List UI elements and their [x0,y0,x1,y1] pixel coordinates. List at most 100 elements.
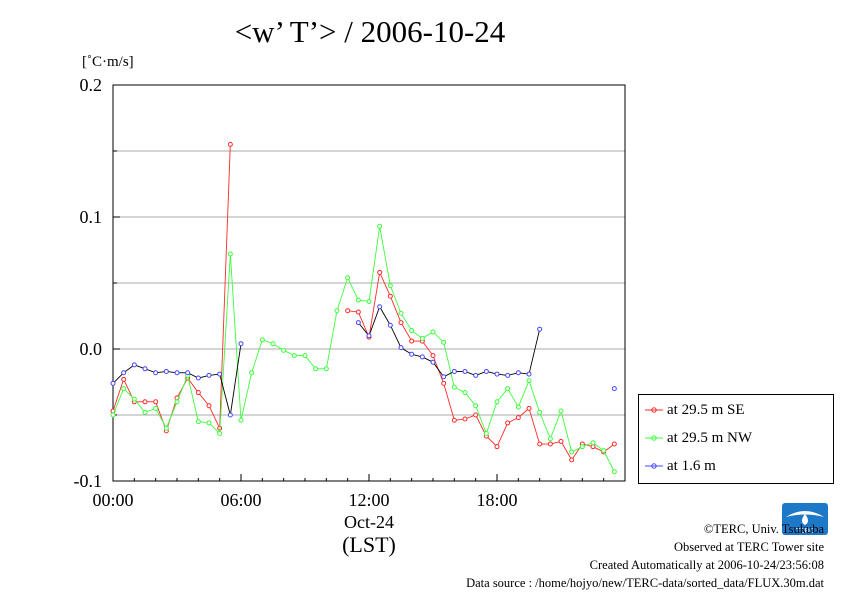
series-1 [110,223,617,475]
series-segment [517,380,530,408]
data-point [569,449,575,455]
data-point [409,351,415,357]
data-point [398,320,404,326]
data-point [409,328,415,334]
data-point [462,368,468,374]
series-segment [123,388,135,400]
series-segment [560,441,573,461]
data-point [249,370,255,376]
data-point [142,399,148,405]
series-segment [400,313,413,331]
data-point [494,399,500,405]
series-segment [379,272,391,297]
series-segment [208,422,220,434]
series-segment [368,226,381,302]
series-segment [389,285,402,314]
series-segment [165,401,178,429]
data-point [355,309,361,315]
data-point [537,326,543,332]
series-segment [347,277,359,301]
series-segment [112,372,124,384]
series-segment [432,361,445,377]
data-point [131,362,137,368]
series-segment [112,379,125,412]
data-point [153,399,159,405]
credit-copyright: ©TERC, Univ. Tsukuba [703,522,824,536]
y-tick-label-0.0: 0.0 [80,339,103,359]
data-point [206,420,212,426]
axis-ticks [112,84,626,482]
data-point [441,374,447,380]
data-point [291,353,297,359]
data-point [505,386,511,392]
data-point [163,368,169,374]
series-segment [112,388,125,416]
data-point [131,396,137,402]
data-point [526,405,532,411]
y-tick-label-0.2: 0.2 [80,75,103,95]
series-segment [421,340,434,356]
series-layer [110,141,617,475]
data-point [174,370,180,376]
legend-item-se: at 29.5 m SE [645,398,745,422]
data-point [121,386,127,392]
data-point [323,366,329,372]
data-point [398,310,404,316]
series-segment [432,331,444,343]
data-point [185,370,191,376]
data-point [451,417,457,423]
legend-item-nw: at 29.5 m NW [645,426,752,450]
series-segment [229,253,242,421]
data-point [526,378,532,384]
data-point [377,223,383,229]
x-tick-labels: 00:00 06:00 12:00 18:00 [92,490,517,510]
series-segment [219,373,231,416]
data-point [366,298,372,304]
series-segment [549,410,562,439]
data-point [217,430,223,436]
data-point [345,308,351,314]
data-point [505,420,511,426]
data-point [206,403,212,409]
series-segment [357,322,370,337]
x-tick-label-00: 00:00 [92,490,133,510]
data-point [142,366,148,372]
data-point [419,335,425,341]
data-point [227,412,233,418]
series-segment [389,325,402,348]
y-tick-label-neg0.1: -0.1 [74,471,103,491]
data-point [334,308,340,314]
series-segment [507,388,519,408]
x-tick-label-12: 12:00 [348,490,389,510]
data-point [430,353,436,359]
data-point [494,371,500,377]
data-point [611,386,617,392]
series-segment [528,380,541,413]
series-segment [486,435,498,447]
legend-marker-red-icon [645,407,663,413]
data-point [611,441,617,447]
credits-block: ©TERC, Univ. Tsukuba Observed at TERC To… [466,520,824,592]
data-point [483,368,489,374]
x-axis-date-label: Oct-24 [344,512,394,532]
data-point [611,469,617,475]
data-point [270,341,276,347]
series-segment [325,310,338,369]
data-point [206,372,212,378]
x-tick-label-18: 18:00 [476,490,517,510]
data-point [537,441,543,447]
data-point [462,390,468,396]
series-segment [368,272,381,338]
credit-site: Observed at TERC Tower site [673,540,824,554]
data-point [377,269,383,275]
series-segment [539,412,551,439]
series-segment [304,355,317,370]
y-tick-label-0.1: 0.1 [80,207,103,227]
series-segment [155,401,167,431]
data-point [473,412,479,418]
data-point [515,404,521,410]
series-segment [208,405,221,429]
chart-title: <w’ T’> / 2006-10-24 [234,14,506,49]
series-segment [336,277,349,311]
